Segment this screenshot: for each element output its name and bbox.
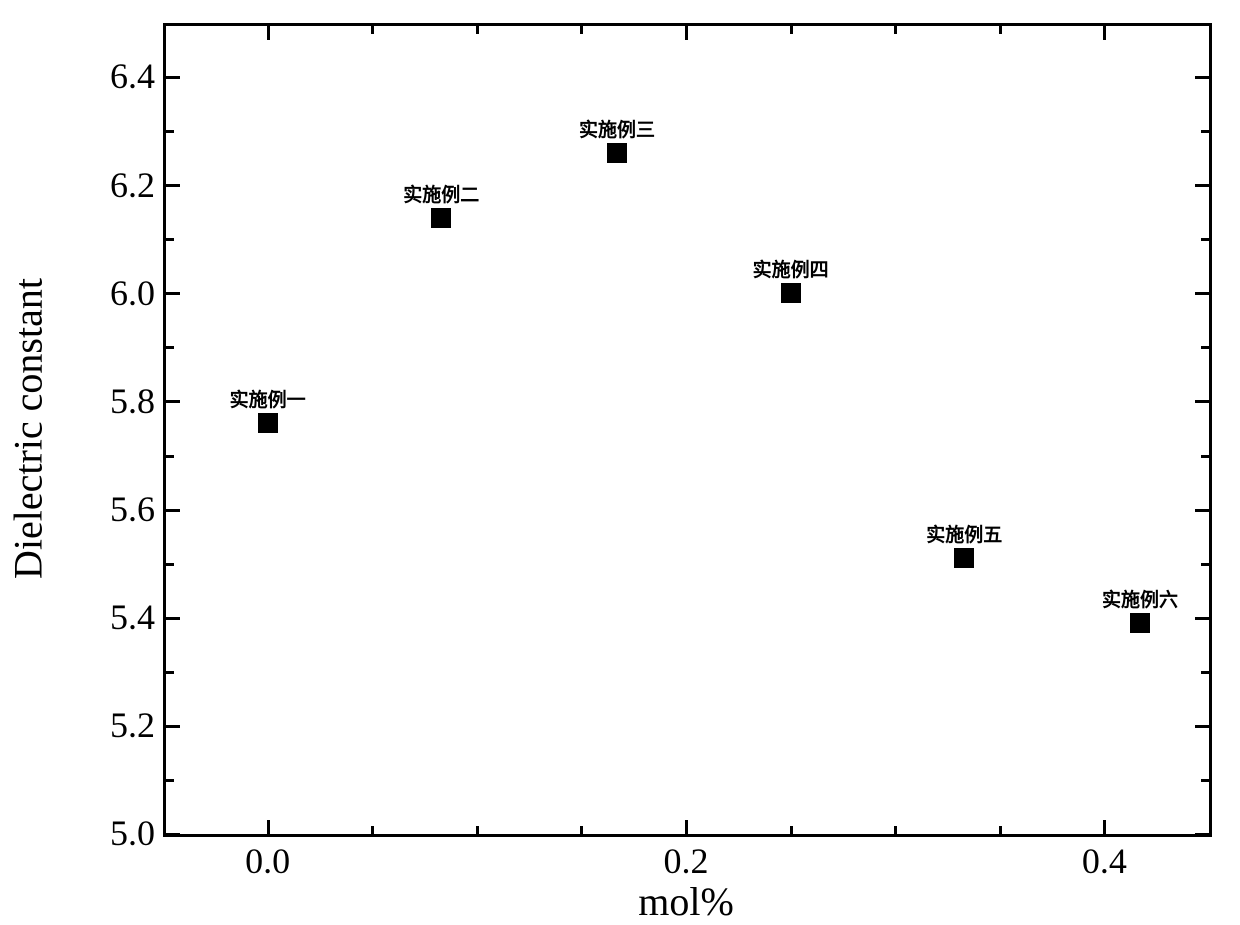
data-marker <box>258 413 278 433</box>
data-marker <box>954 548 974 568</box>
y-tick-major-right <box>1195 509 1209 512</box>
chart-container: 0.0 0.2 0.4 5.0 5.2 5.4 5.6 5.8 6.0 6.2 6.4 mol% Die… <box>0 0 1240 925</box>
data-point-label: 实施例一 <box>208 385 328 412</box>
y-tick-minor-left <box>166 238 174 241</box>
y-tick-label: 5.2 <box>73 704 155 746</box>
y-tick-major-left <box>166 184 180 187</box>
x-tick-minor-top <box>476 26 479 34</box>
x-tick-minor-bottom <box>580 826 583 834</box>
x-tick-major-top <box>685 26 688 40</box>
y-tick-major-left <box>166 76 180 79</box>
y-tick-major-right <box>1195 833 1209 836</box>
y-tick-major-left <box>166 509 180 512</box>
y-tick-label: 6.4 <box>73 55 155 97</box>
y-tick-label: 6.0 <box>73 272 155 314</box>
x-axis-bottom <box>163 834 1212 837</box>
y-tick-label: 5.6 <box>73 488 155 530</box>
x-tick-label: 0.0 <box>218 840 318 882</box>
data-point-label: 实施例四 <box>731 255 851 282</box>
data-marker <box>607 143 627 163</box>
y-tick-label: 6.2 <box>73 164 155 206</box>
y-tick-major-left <box>166 617 180 620</box>
y-tick-major-right <box>1195 400 1209 403</box>
y-tick-major-left <box>166 400 180 403</box>
data-marker <box>1130 613 1150 633</box>
y-tick-minor-left <box>166 130 174 133</box>
data-point-label: 实施例六 <box>1080 585 1200 612</box>
y-tick-major-right <box>1195 725 1209 728</box>
data-point-label: 实施例五 <box>904 520 1024 547</box>
x-tick-minor-top <box>894 26 897 34</box>
y-tick-major-right <box>1195 76 1209 79</box>
y-tick-minor-left <box>166 346 174 349</box>
y-tick-minor-right <box>1201 455 1209 458</box>
x-tick-minor-bottom <box>476 826 479 834</box>
data-point-label: 实施例二 <box>381 180 501 207</box>
x-axis-title: mol% <box>586 878 786 925</box>
y-axis-title: Dielectric constant <box>5 208 52 648</box>
x-tick-major-top <box>267 26 270 40</box>
y-tick-minor-left <box>166 779 174 782</box>
y-tick-minor-right <box>1201 563 1209 566</box>
y-axis-right <box>1209 23 1212 837</box>
y-tick-major-left <box>166 292 180 295</box>
y-tick-major-left <box>166 833 180 836</box>
x-tick-minor-bottom <box>790 826 793 834</box>
x-tick-minor-top <box>371 26 374 34</box>
x-tick-major-top <box>1103 26 1106 40</box>
x-tick-minor-top <box>999 26 1002 34</box>
x-tick-major-bottom <box>685 820 688 834</box>
y-tick-major-right <box>1195 184 1209 187</box>
y-tick-major-right <box>1195 617 1209 620</box>
y-tick-label: 5.0 <box>73 812 155 854</box>
y-tick-minor-right <box>1201 779 1209 782</box>
data-marker <box>781 283 801 303</box>
x-tick-label: 0.4 <box>1054 840 1154 882</box>
y-tick-label: 5.8 <box>73 380 155 422</box>
x-tick-minor-top <box>580 26 583 34</box>
y-tick-minor-right <box>1201 346 1209 349</box>
x-tick-minor-bottom <box>894 826 897 834</box>
x-tick-minor-top <box>790 26 793 34</box>
y-tick-label: 5.4 <box>73 596 155 638</box>
y-tick-minor-left <box>166 563 174 566</box>
x-tick-minor-bottom <box>999 826 1002 834</box>
data-point-label: 实施例三 <box>557 115 677 142</box>
x-tick-minor-bottom <box>371 826 374 834</box>
y-tick-major-right <box>1195 292 1209 295</box>
y-tick-minor-left <box>166 455 174 458</box>
x-tick-label: 0.2 <box>636 840 736 882</box>
data-marker <box>431 208 451 228</box>
y-tick-major-left <box>166 725 180 728</box>
y-tick-minor-left <box>166 671 174 674</box>
y-tick-minor-right <box>1201 671 1209 674</box>
y-tick-minor-right <box>1201 130 1209 133</box>
x-tick-major-bottom <box>267 820 270 834</box>
y-tick-minor-right <box>1201 238 1209 241</box>
x-tick-major-bottom <box>1103 820 1106 834</box>
y-axis-left <box>163 23 166 837</box>
